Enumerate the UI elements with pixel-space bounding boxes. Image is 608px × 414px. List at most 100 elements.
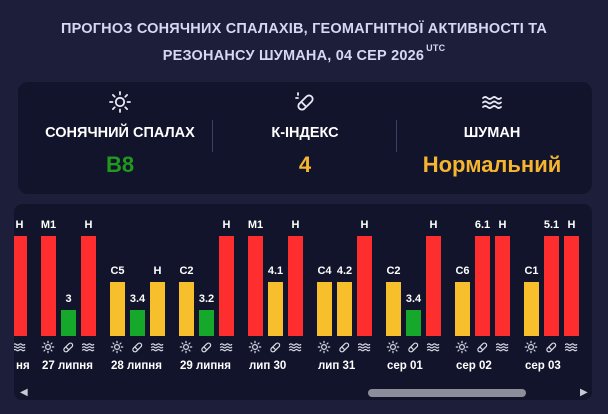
stat-solar-flare: СОНЯЧНИЙ СПАЛАХ B8 xyxy=(24,82,216,194)
waves-icon xyxy=(357,340,371,354)
schumann-bar-label: Н xyxy=(15,219,24,231)
kp-bar[interactable] xyxy=(337,282,352,336)
kp-bar[interactable] xyxy=(406,310,421,336)
sun-icon xyxy=(248,340,262,354)
kp-bar[interactable] xyxy=(544,236,559,336)
schumann-bar[interactable] xyxy=(357,236,372,336)
waves-icon xyxy=(426,340,440,354)
flare-bar-label: C5 xyxy=(110,265,125,277)
magnet-icon xyxy=(214,90,396,114)
flare-bar-label: M1 xyxy=(247,219,264,231)
schumann-bar-label: Н xyxy=(360,219,369,231)
kp-bar-label: 4.1 xyxy=(267,265,284,277)
flare-bar[interactable] xyxy=(317,282,332,336)
sun-icon xyxy=(41,340,55,354)
schumann-bar[interactable] xyxy=(426,236,441,336)
title-line-2: РЕЗОНАНСУ ШУМАНА, 04 СЕР 2026 UTC xyxy=(0,43,608,71)
kp-bar[interactable] xyxy=(61,310,76,336)
schumann-bar[interactable] xyxy=(81,236,96,336)
schumann-bar-label: Н xyxy=(222,219,231,231)
schumann-bar[interactable] xyxy=(14,236,27,336)
stat-schumann: ШУМАН Нормальний xyxy=(398,82,586,194)
waves-icon xyxy=(219,340,233,354)
magnet-icon xyxy=(337,340,351,354)
scrollbar-thumb[interactable] xyxy=(368,389,526,397)
flare-bar[interactable] xyxy=(524,282,539,336)
schumann-bar[interactable] xyxy=(495,236,510,336)
waves-icon xyxy=(150,340,164,354)
schumann-label: ШУМАН xyxy=(463,125,521,141)
timezone-label: UTC xyxy=(426,43,446,53)
schumann-bar[interactable] xyxy=(564,236,579,336)
sun-icon xyxy=(524,340,538,354)
flare-bar[interactable] xyxy=(386,282,401,336)
kp-bar-label: 3.2 xyxy=(198,293,215,305)
schumann-bar-label: Н xyxy=(429,219,438,231)
scroll-left-icon[interactable]: ◀ xyxy=(20,387,28,398)
sun-icon xyxy=(179,340,193,354)
day-label: лип 30 xyxy=(249,360,287,372)
kp-bar[interactable] xyxy=(475,236,490,336)
flare-bar-label: C1 xyxy=(524,265,539,277)
flare-bar-label: M1 xyxy=(40,219,57,231)
magnet-icon xyxy=(406,340,420,354)
stat-divider xyxy=(396,120,397,152)
kp-bar[interactable] xyxy=(268,282,283,336)
magnet-icon xyxy=(199,340,213,354)
magnet-icon xyxy=(544,340,558,354)
flare-bar[interactable] xyxy=(248,236,263,336)
flare-bar[interactable] xyxy=(110,282,125,336)
magnet-icon xyxy=(130,340,144,354)
kp-bar-label: 3.4 xyxy=(129,293,146,305)
waves-icon xyxy=(288,340,302,354)
waves-icon xyxy=(495,340,509,354)
scroll-right-icon[interactable]: ▶ xyxy=(580,387,588,398)
schumann-bar-label: Н xyxy=(291,219,300,231)
k-index-label: К-ІНДЕКС xyxy=(271,125,339,141)
schumann-value: Нормальний xyxy=(422,152,562,177)
sun-icon xyxy=(386,340,400,354)
flare-bar[interactable] xyxy=(179,282,194,336)
stat-divider xyxy=(212,120,213,152)
kp-bar[interactable] xyxy=(130,310,145,336)
kp-bar-label: 5.1 xyxy=(543,219,560,231)
kp-bar-label: 6.1 xyxy=(474,219,491,231)
flare-bar-label: C4 xyxy=(317,265,332,277)
waves-icon xyxy=(398,90,586,114)
schumann-bar-label: Н xyxy=(498,219,507,231)
kp-bar-label: 3.4 xyxy=(405,293,422,305)
flare-bar-label: C6 xyxy=(455,265,470,277)
kp-bar-label: 4.2 xyxy=(336,265,353,277)
schumann-bar[interactable] xyxy=(150,282,165,336)
day-label: 27 липня xyxy=(42,360,93,372)
day-label: сер 01 xyxy=(387,360,423,372)
waves-icon xyxy=(14,340,26,354)
flare-bar[interactable] xyxy=(41,236,56,336)
flare-bar[interactable] xyxy=(455,282,470,336)
current-stats-panel: СОНЯЧНИЙ СПАЛАХ B8 К-ІНДЕКС 4 ШУМАН Норм… xyxy=(18,82,592,194)
day-label: лип 31 xyxy=(318,360,356,372)
title-line-2-text: РЕЗОНАНСУ ШУМАНА, 04 СЕР 2026 xyxy=(162,48,425,64)
sun-icon xyxy=(317,340,331,354)
day-label: 29 липня xyxy=(180,360,231,372)
magnet-icon xyxy=(61,340,75,354)
kp-bar[interactable] xyxy=(199,310,214,336)
sun-icon xyxy=(24,90,216,114)
flare-bar-label: C2 xyxy=(386,265,401,277)
schumann-bar[interactable] xyxy=(288,236,303,336)
solar-flare-value: B8 xyxy=(105,152,135,177)
sun-icon xyxy=(110,340,124,354)
sun-icon xyxy=(455,340,469,354)
flare-bar-label: C2 xyxy=(179,265,194,277)
magnet-icon xyxy=(268,340,282,354)
page-title: ПРОГНОЗ СОНЯЧНИХ СПАЛАХІВ, ГЕОМАГНІТНОЇ … xyxy=(0,16,608,71)
schumann-bar-label: Н xyxy=(84,219,93,231)
schumann-bar[interactable] xyxy=(219,236,234,336)
day-label: 28 липня xyxy=(111,360,162,372)
day-label: сер 03 xyxy=(525,360,561,372)
waves-icon xyxy=(564,340,578,354)
schumann-bar-label: Н xyxy=(153,265,162,277)
horizontal-scrollbar[interactable]: ◀ ▶ xyxy=(14,386,592,400)
day-label: ня xyxy=(16,360,30,372)
